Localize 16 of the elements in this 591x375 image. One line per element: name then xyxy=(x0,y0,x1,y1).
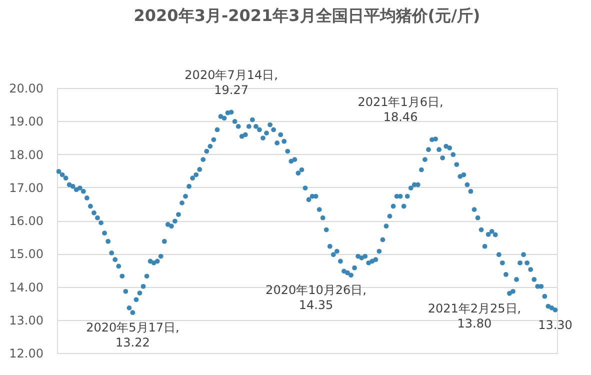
y-tick-label: 16.00 xyxy=(9,214,44,228)
annotation: 2021年1月6日, 18.46 xyxy=(358,95,444,124)
y-tick-label: 18.00 xyxy=(9,148,44,162)
y-tick-label: 13.00 xyxy=(9,313,44,328)
y-tick-label: 12.00 xyxy=(9,346,44,360)
y-tick-label: 14.00 xyxy=(9,280,44,294)
annotation: 2020年10月26日, 14.35 xyxy=(266,283,366,312)
y-tick-label: 20.00 xyxy=(9,82,44,96)
chart-title: 2020年3月-2021年3月全国日平均猪价(元/斤) xyxy=(134,6,480,26)
annotation: 2020年7月14日, 19.27 xyxy=(184,68,278,98)
annotation: 2021年2月25日, 13.80 xyxy=(428,301,522,330)
annotation: 13.30 xyxy=(538,318,572,332)
y-tick-label: 19.00 xyxy=(9,114,44,129)
y-tick-label: 17.00 xyxy=(9,180,44,195)
annotation: 2020年5月17日, 13.22 xyxy=(86,320,180,350)
y-tick-label: 15.00 xyxy=(9,247,44,262)
